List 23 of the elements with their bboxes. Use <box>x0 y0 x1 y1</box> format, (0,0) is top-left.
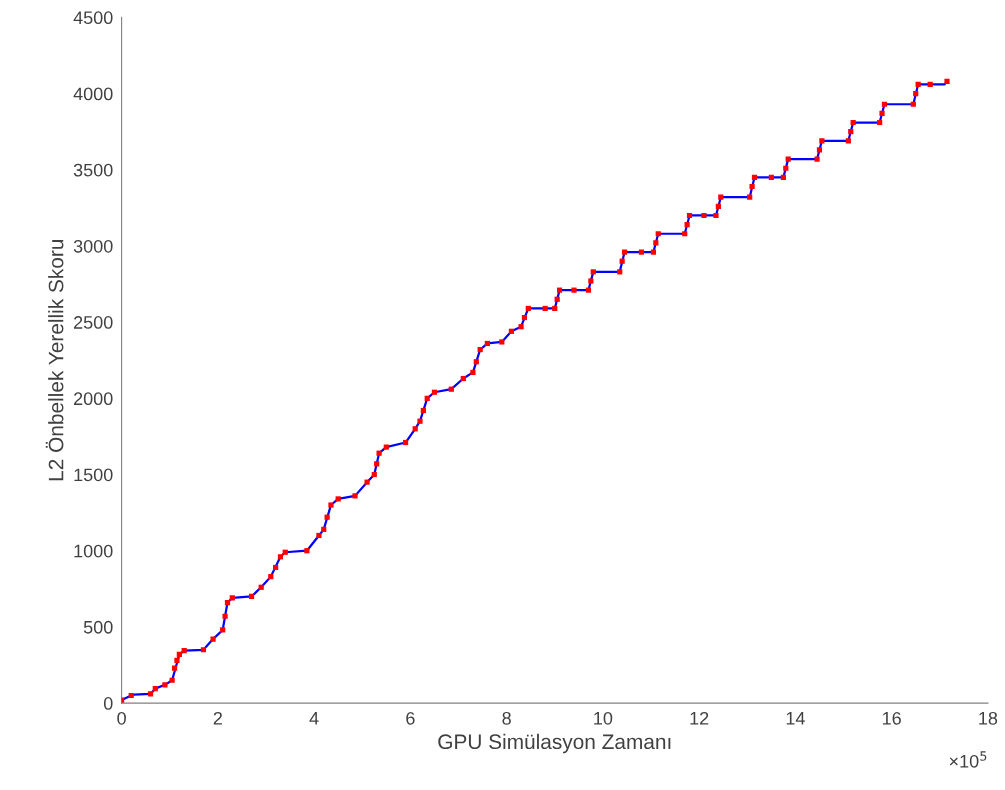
text: ×10$^{5}$ <box>949 751 987 768</box>
x-tick-label: 18 <box>979 711 998 725</box>
y-tick-label: 4000 <box>73 87 113 101</box>
y-tick-label: 500 <box>83 620 113 634</box>
x-axis-title: GPU Simülasyon Zamanı <box>438 733 671 754</box>
x-tick-label: 0 <box>117 711 126 725</box>
x-tick-label: 14 <box>786 712 805 725</box>
y-tick-label: 1000 <box>74 544 113 558</box>
y-tick-label: 4500 <box>73 11 113 25</box>
x-tick-label: 6 <box>406 711 415 725</box>
y-tick-label: 1500 <box>74 468 113 482</box>
y-tick-label: 2000 <box>74 392 113 406</box>
x-tick-label: 8 <box>502 711 511 725</box>
x-tick-label: 4 <box>309 712 319 725</box>
x-tick-label: 2 <box>213 711 222 725</box>
y-tick-label: 3500 <box>73 163 113 177</box>
y-tick-label: 0 <box>103 697 113 710</box>
x-tick-label: 12 <box>690 711 709 725</box>
y-tick-label: 3000 <box>73 239 113 253</box>
x-tick-label: 10 <box>594 711 613 725</box>
x-tick-label: 16 <box>882 711 901 725</box>
y-tick-label: 2500 <box>74 316 113 329</box>
y-axis-title: L2 Önbellek Yerellik Skoru <box>45 240 64 481</box>
